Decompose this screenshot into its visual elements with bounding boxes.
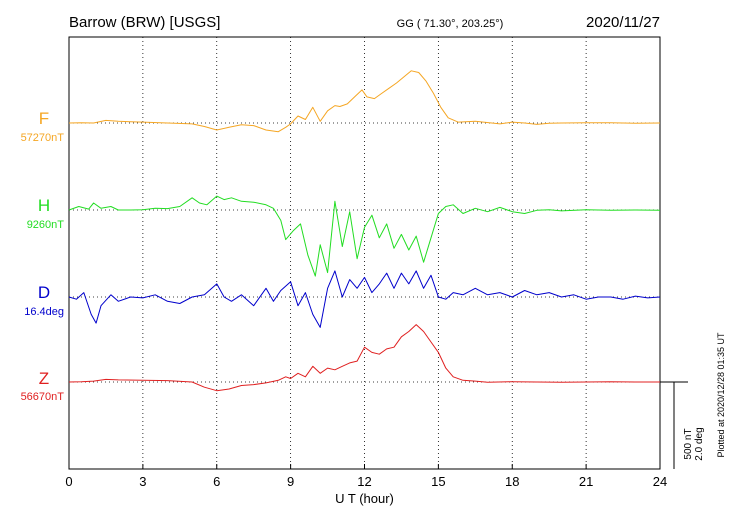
channel-labels: F 57270nT H 9260nT D 16.4deg Z 56670nT: [21, 109, 65, 403]
series-line-F: [68, 70, 661, 133]
x-axis-ticks: 0 3 6 9 12 15 18 21 24: [65, 464, 667, 489]
plotted-timestamp: Plotted at 2020/12/28 01:35 UT: [716, 332, 726, 458]
station-title: Barrow (BRW) [USGS]: [69, 14, 220, 31]
x-tick-label-0: 0: [65, 474, 72, 489]
channel-baseline-D: 16.4deg: [24, 306, 64, 318]
channel-name-Z: Z: [39, 369, 49, 388]
x-tick-label-3: 3: [139, 474, 146, 489]
x-tick-label-15: 15: [431, 474, 445, 489]
channel-baseline-H: 9260nT: [27, 219, 65, 231]
x-tick-label-9: 9: [287, 474, 294, 489]
channel-baseline-Z: 56670nT: [21, 391, 65, 403]
grid-lines: [142, 37, 587, 469]
channel-name-H: H: [38, 196, 50, 215]
x-tick-label-24: 24: [653, 474, 667, 489]
x-axis-label: U T (hour): [335, 491, 394, 506]
channel-name-D: D: [38, 283, 50, 302]
x-tick-label-12: 12: [357, 474, 371, 489]
x-tick-label-18: 18: [505, 474, 519, 489]
chart-date: 2020/11/27: [586, 14, 660, 31]
series-lines: [68, 70, 661, 392]
x-tick-label-21: 21: [579, 474, 593, 489]
scale-bar: 500 nT 2.0 deg: [660, 381, 705, 469]
x-tick-label-6: 6: [213, 474, 220, 489]
series-line-Z: [68, 324, 660, 392]
geographic-coordinates: GG ( 71.30°, 203.25°): [397, 18, 504, 30]
scale-nt-label: 500 nT: [683, 428, 694, 459]
series-line-D: [68, 270, 661, 328]
channel-name-F: F: [39, 109, 49, 128]
channel-baseline-F: 57270nT: [21, 132, 65, 144]
scale-deg-label: 2.0 deg: [694, 427, 705, 460]
series-line-H: [68, 195, 661, 277]
